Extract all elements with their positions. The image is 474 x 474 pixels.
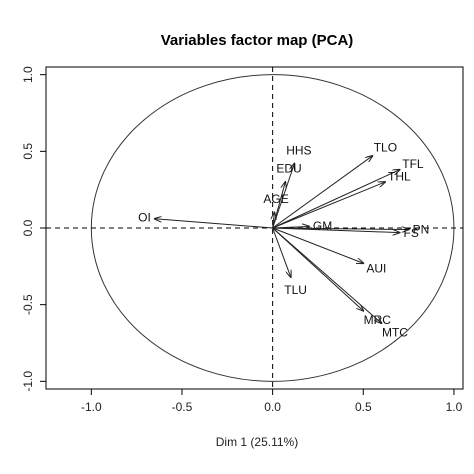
variable-arrow-pn	[272, 228, 409, 230]
variable-arrow-oi	[155, 219, 273, 229]
x-tick-label: 0.5	[355, 400, 372, 414]
variable-label-aui: AUI	[366, 261, 386, 275]
x-tick-label: -0.5	[172, 400, 193, 414]
variable-arrow-mtc	[272, 227, 382, 323]
y-tick-label: -1.0	[21, 371, 35, 392]
axis-ticks: -1.0 -0.5 0.0 0.5 1.0 -1.0 -0.5 0.0 0.5 1.0	[21, 66, 463, 414]
variable-label-age: AGE	[263, 192, 288, 206]
x-axis-label: Dim 1 (25.11%)	[216, 435, 298, 449]
variable-arrow-thl	[272, 182, 385, 229]
x-tick-label: 1.0	[446, 400, 463, 414]
variable-arrow-tlo	[272, 156, 373, 229]
variable-arrow-edu	[272, 182, 286, 229]
y-tick-label: 0.0	[21, 219, 35, 236]
variable-arrow-aui	[272, 227, 364, 263]
variable-label-tlo: TLO	[374, 141, 397, 155]
y-tick-label: -0.5	[21, 294, 35, 315]
variable-arrow-tlu	[272, 227, 291, 277]
variable-label-thl: THL	[388, 170, 411, 184]
x-tick-label: 0.0	[264, 400, 281, 414]
variable-arrow-age	[273, 213, 275, 229]
y-tick-label: 1.0	[21, 66, 35, 83]
variable-arrow-fs	[272, 227, 400, 233]
variable-label-hhs: HHS	[286, 143, 311, 157]
variable-label-mtc: MTC	[382, 325, 408, 339]
x-tick-label: -1.0	[81, 400, 102, 414]
variable-arrow-tfl	[272, 170, 400, 229]
variable-label-oi: OI	[138, 211, 151, 225]
variable-label-pn: PN	[413, 223, 430, 237]
variable-label-tlu: TLU	[284, 283, 307, 297]
variable-label-fs: FS	[404, 226, 419, 240]
y-tick-label: 0.5	[21, 143, 35, 160]
variable-label-edu: EDU	[276, 162, 301, 176]
chart-title: Variables factor map (PCA)	[161, 32, 354, 49]
variable-label-tfl: TFL	[402, 157, 424, 171]
variable-label-gm: GM	[313, 219, 332, 233]
